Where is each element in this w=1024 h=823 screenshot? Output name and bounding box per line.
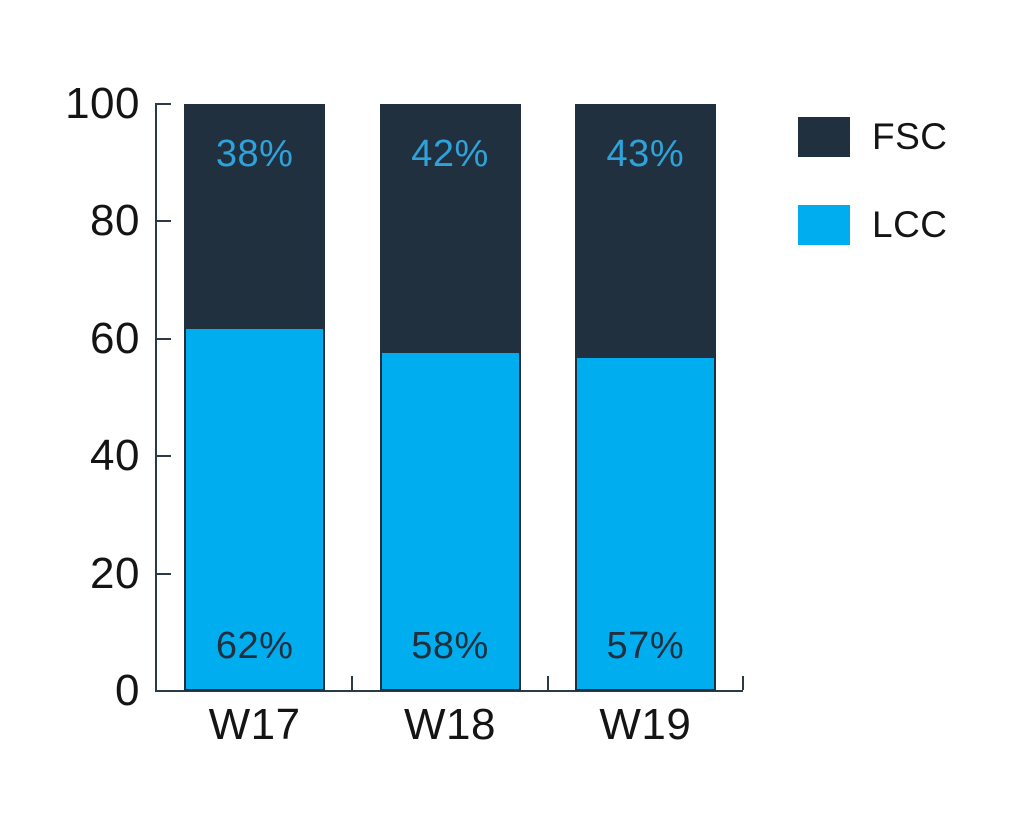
y-tick-label: 80 (90, 196, 140, 246)
legend-swatch-fsc (798, 117, 850, 157)
y-tick (155, 690, 171, 692)
bar-label-lcc-w19: 57% (606, 625, 685, 667)
x-axis-line (155, 690, 743, 692)
legend-label-fsc: FSC (872, 116, 948, 157)
legend-swatch-lcc (798, 205, 850, 245)
x-tick (351, 676, 354, 690)
bar-segment-lcc-w19 (574, 356, 716, 691)
bar-label-fsc-w19: 43% (606, 133, 685, 175)
bar-segment-lcc-w17 (184, 327, 326, 691)
y-axis-line (155, 104, 157, 692)
y-tick (155, 455, 171, 458)
bar-w17: 38% 62% (184, 104, 326, 691)
legend-entry-fsc: FSC (798, 116, 948, 157)
x-category-label-w18: W18 (404, 700, 496, 749)
legend-label-lcc: LCC (872, 204, 948, 245)
bar-w18: 42% 58% (379, 104, 521, 691)
bar-segment-lcc-w18 (379, 350, 521, 691)
y-tick (155, 337, 171, 340)
y-tick-label: 60 (90, 313, 140, 363)
legend-entry-lcc: LCC (798, 204, 948, 245)
bar-label-lcc-w18: 58% (411, 625, 489, 667)
x-category-label-w19: W19 (599, 700, 692, 749)
y-tick (155, 572, 171, 575)
y-tick-label: 0 (115, 666, 140, 715)
y-tick-label: 40 (90, 431, 140, 481)
y-tick (155, 103, 171, 105)
bar-label-fsc-w18: 42% (411, 133, 489, 175)
bar-w19: 43% 57% (574, 104, 716, 691)
y-tick (155, 220, 171, 223)
x-tick (742, 676, 744, 690)
x-tick (546, 676, 549, 690)
bar-label-lcc-w17: 62% (215, 625, 294, 667)
bar-label-fsc-w17: 38% (215, 133, 294, 175)
y-tick-label: 20 (90, 548, 140, 598)
y-tick-label: 100 (65, 79, 140, 128)
legend: FSC LCC (798, 116, 948, 245)
x-category-label-w17: W17 (208, 700, 301, 749)
